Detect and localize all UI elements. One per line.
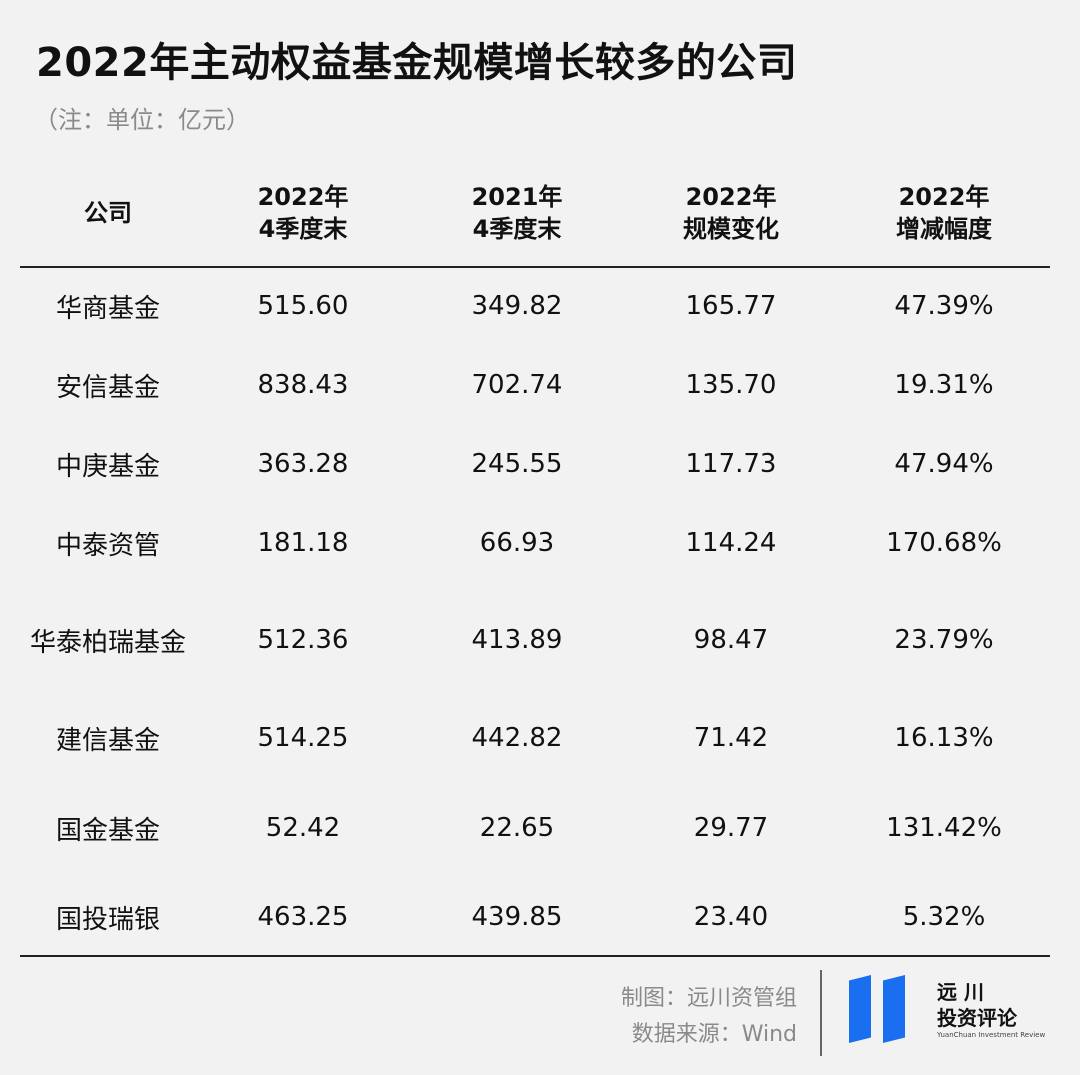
cell-rate: 19.31% xyxy=(894,370,994,400)
footer-divider xyxy=(820,970,822,1056)
header-company: 公司 xyxy=(84,199,132,227)
header-2022-q4: 2022年 4季度末 xyxy=(257,183,349,243)
table-row: 华泰柏瑞基金 512.36 413.89 98.47 23.79% xyxy=(20,620,1050,660)
cell-change: 23.40 xyxy=(693,902,769,932)
cell-2021: 702.74 xyxy=(471,370,563,400)
table-bottom-rule xyxy=(20,955,1050,957)
cell-rate: 47.39% xyxy=(894,291,994,321)
cell-rate: 23.79% xyxy=(894,625,994,655)
table-row: 建信基金 514.25 442.82 71.42 16.13% xyxy=(20,718,1050,758)
header-scale-change: 2022年 规模变化 xyxy=(683,183,779,243)
cell-change: 135.70 xyxy=(685,370,777,400)
data-source: 数据来源：Wind xyxy=(631,1022,797,1047)
chart-maker-credit: 制图：远川资管组 xyxy=(620,986,797,1011)
cell-2021: 442.82 xyxy=(471,723,563,753)
data-table: 公司 2022年 4季度末 2021年 4季度末 2022年 规模变化 2022… xyxy=(20,160,1050,935)
cell-company: 国金基金 xyxy=(55,815,160,846)
table-row: 中泰资管 181.18 66.93 114.24 170.68% xyxy=(20,523,1050,563)
cell-change: 114.24 xyxy=(685,528,777,558)
cell-change: 165.77 xyxy=(685,291,777,321)
logo-english-text: YuanChuan Investment Review xyxy=(937,1031,1046,1039)
cell-2021: 439.85 xyxy=(471,902,563,932)
cell-company: 华商基金 xyxy=(55,293,160,324)
brand-logo: 远 川 投资评论 YuanChuan Investment Review xyxy=(845,975,1045,1045)
logo-bar-icon xyxy=(883,975,905,1043)
cell-rate: 47.94% xyxy=(894,449,994,479)
header-change-rate: 2022年 增减幅度 xyxy=(896,183,992,243)
cell-change: 98.47 xyxy=(693,625,769,655)
cell-2022: 514.25 xyxy=(257,723,349,753)
cell-2021: 22.65 xyxy=(479,813,555,843)
cell-2022: 363.28 xyxy=(257,449,349,479)
cell-rate: 131.42% xyxy=(886,813,1002,843)
cell-change: 71.42 xyxy=(693,723,769,753)
cell-change: 117.73 xyxy=(685,449,777,479)
page-title: 2022年主动权益基金规模增长较多的公司 xyxy=(36,40,798,86)
table-header: 公司 2022年 4季度末 2021年 4季度末 2022年 规模变化 2022… xyxy=(20,160,1050,268)
table-row: 国投瑞银 463.25 439.85 23.40 5.32% xyxy=(20,897,1050,937)
cell-company: 中庚基金 xyxy=(55,451,160,482)
table-row: 国金基金 52.42 22.65 29.77 131.42% xyxy=(20,808,1050,848)
cell-2021: 245.55 xyxy=(471,449,563,479)
cell-2022: 512.36 xyxy=(257,625,349,655)
header-2021-q4: 2021年 4季度末 xyxy=(471,183,563,243)
cell-2022: 52.42 xyxy=(265,813,341,843)
logo-text: 远 川 投资评论 xyxy=(937,980,1017,1030)
cell-2021: 349.82 xyxy=(471,291,563,321)
cell-rate: 16.13% xyxy=(894,723,994,753)
cell-company: 建信基金 xyxy=(55,725,160,756)
cell-company: 安信基金 xyxy=(55,372,160,403)
cell-2022: 515.60 xyxy=(257,291,349,321)
logo-bar-icon xyxy=(849,975,871,1043)
table-row: 中庚基金 363.28 245.55 117.73 47.94% xyxy=(20,444,1050,484)
cell-rate: 170.68% xyxy=(886,528,1002,558)
cell-2022: 838.43 xyxy=(257,370,349,400)
cell-2022: 463.25 xyxy=(257,902,349,932)
cell-change: 29.77 xyxy=(693,813,769,843)
table-row: 华商基金 515.60 349.82 165.77 47.39% xyxy=(20,286,1050,326)
table-row: 安信基金 838.43 702.74 135.70 19.31% xyxy=(20,365,1050,405)
cell-company: 国投瑞银 xyxy=(55,904,160,935)
cell-2021: 413.89 xyxy=(471,625,563,655)
unit-note: （注：单位：亿元） xyxy=(34,106,250,134)
cell-2022: 181.18 xyxy=(257,528,349,558)
cell-company: 中泰资管 xyxy=(55,530,160,561)
cell-2021: 66.93 xyxy=(479,528,555,558)
cell-company: 华泰柏瑞基金 xyxy=(29,627,186,658)
cell-rate: 5.32% xyxy=(902,902,986,932)
